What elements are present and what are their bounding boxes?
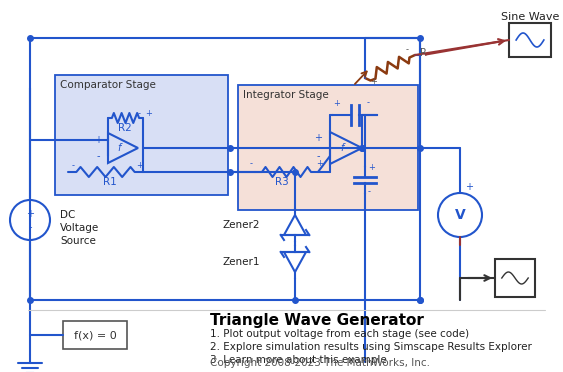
Text: Integrator Stage: Integrator Stage	[243, 90, 329, 100]
Text: -: -	[316, 151, 320, 161]
Text: f: f	[341, 143, 344, 153]
FancyBboxPatch shape	[238, 85, 418, 210]
Text: -: -	[72, 161, 75, 170]
Text: +: +	[314, 133, 322, 143]
Text: -: -	[406, 45, 409, 55]
Text: Zener2: Zener2	[222, 220, 260, 230]
Text: +: +	[370, 77, 377, 87]
Text: R2: R2	[118, 123, 132, 133]
Text: R3: R3	[275, 177, 289, 187]
Text: -: -	[250, 160, 253, 169]
Text: 1. Plot output voltage from each stage (see code): 1. Plot output voltage from each stage (…	[210, 329, 469, 339]
Text: -: -	[28, 222, 32, 232]
Text: -: -	[368, 187, 371, 196]
Text: f(x) = 0: f(x) = 0	[74, 330, 117, 340]
Text: R1: R1	[103, 177, 117, 187]
Text: Sine Wave: Sine Wave	[501, 12, 559, 22]
Text: +: +	[26, 209, 34, 219]
Text: f: f	[118, 143, 121, 153]
Text: -: -	[96, 151, 100, 161]
Text: 3. Learn more about this example: 3. Learn more about this example	[210, 355, 387, 365]
Text: -: -	[138, 109, 141, 119]
Text: Comparator Stage: Comparator Stage	[60, 80, 156, 90]
FancyBboxPatch shape	[55, 75, 228, 195]
Text: +: +	[316, 160, 323, 169]
Text: Triangle Wave Generator: Triangle Wave Generator	[210, 312, 424, 327]
Text: +: +	[368, 164, 375, 173]
Text: V: V	[455, 208, 466, 222]
Text: Source: Source	[60, 236, 96, 246]
Text: Zener1: Zener1	[222, 257, 260, 267]
Text: -: -	[367, 99, 370, 108]
Text: +: +	[145, 109, 152, 119]
Text: +: +	[136, 161, 143, 170]
Text: 2. Explore simulation results using Simscape Results Explorer: 2. Explore simulation results using Sims…	[210, 342, 532, 352]
Text: Copyright 2008-2023 The MathWorks, Inc.: Copyright 2008-2023 The MathWorks, Inc.	[210, 358, 430, 368]
Text: +: +	[333, 99, 340, 108]
Text: DC: DC	[60, 210, 75, 220]
Text: +: +	[465, 182, 473, 192]
Text: Voltage: Voltage	[60, 223, 99, 233]
Text: +: +	[94, 135, 102, 145]
Text: R: R	[420, 48, 427, 58]
